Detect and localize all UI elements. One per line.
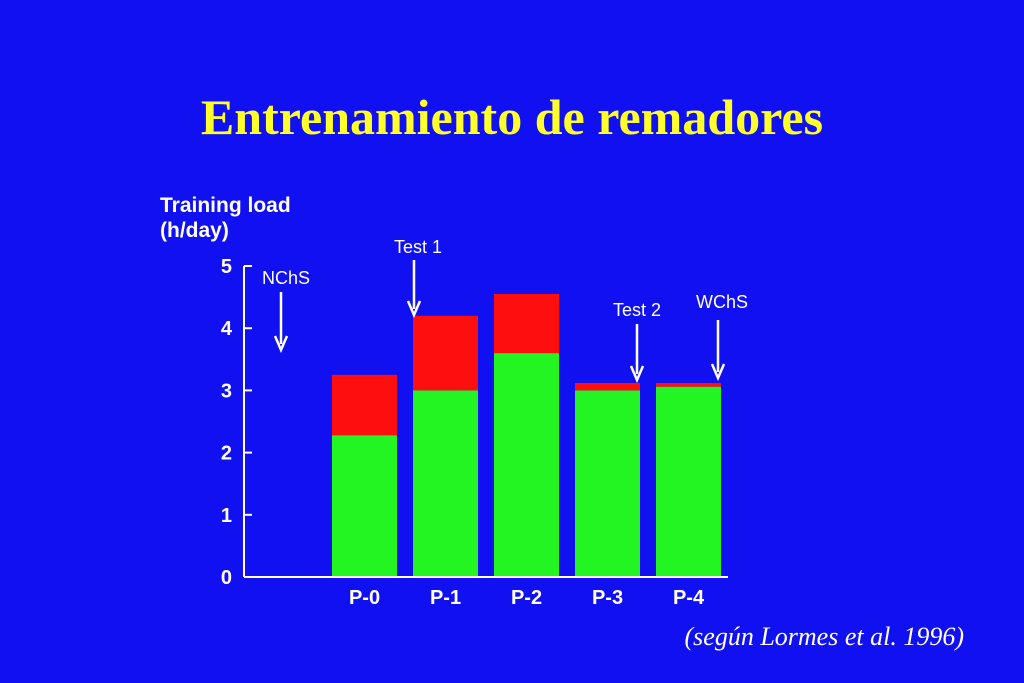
bar-p-2-segment-1 [494, 353, 559, 577]
y-axis-label-line-2: (h/day) [160, 219, 229, 242]
y-tick-label: 1 [221, 505, 232, 527]
bar-p-1-segment-2 [413, 315, 478, 391]
annotation-test-1: Test 1 [394, 237, 442, 257]
bar-group [332, 293, 721, 577]
bar-p-3-segment-2 [575, 382, 640, 391]
axes: P-0 P-1 P-2 P-3 P-4 0 1 2 3 4 5 [221, 256, 728, 609]
y-tick-label: 4 [221, 318, 233, 340]
y-axis-label: Training load (h/day) [160, 193, 291, 243]
bar-p-4-segment-2 [656, 382, 721, 387]
x-tick-label: P-0 [349, 587, 380, 609]
y-axis-label-line-1: Training load [160, 194, 291, 217]
citation: (según Lormes et al. 1996) [684, 622, 964, 651]
annotation-nchs: NChS [262, 268, 310, 288]
x-tick-label: P-3 [592, 587, 623, 609]
x-tick-label: P-1 [430, 587, 461, 609]
arrowhead-icon [273, 335, 289, 354]
bar-p-4-segment-1 [656, 386, 721, 577]
arrowhead-icon [629, 365, 645, 384]
annotation-test-2: Test 2 [613, 300, 661, 320]
slide-title: Entrenamiento de remadores [200, 89, 824, 145]
annotation-wchs: WChS [696, 292, 748, 312]
y-tick-label: 5 [221, 256, 232, 278]
y-tick-label: 0 [221, 567, 232, 589]
y-tick-label: 2 [221, 443, 232, 465]
bar-p-1-segment-1 [413, 390, 478, 577]
arrowhead-icon [406, 300, 422, 319]
arrowhead-icon [710, 363, 726, 382]
x-tick-label: P-4 [673, 587, 705, 609]
bar-p-3-segment-1 [575, 390, 640, 577]
y-tick-label: 3 [221, 380, 232, 402]
bar-p-0-segment-1 [332, 435, 397, 577]
bar-p-2-segment-2 [494, 293, 559, 354]
bar-p-0-segment-2 [332, 374, 397, 436]
annotation-group: NChS Test 1 Test 2 WChS [262, 237, 748, 384]
x-tick-label: P-2 [511, 587, 542, 609]
